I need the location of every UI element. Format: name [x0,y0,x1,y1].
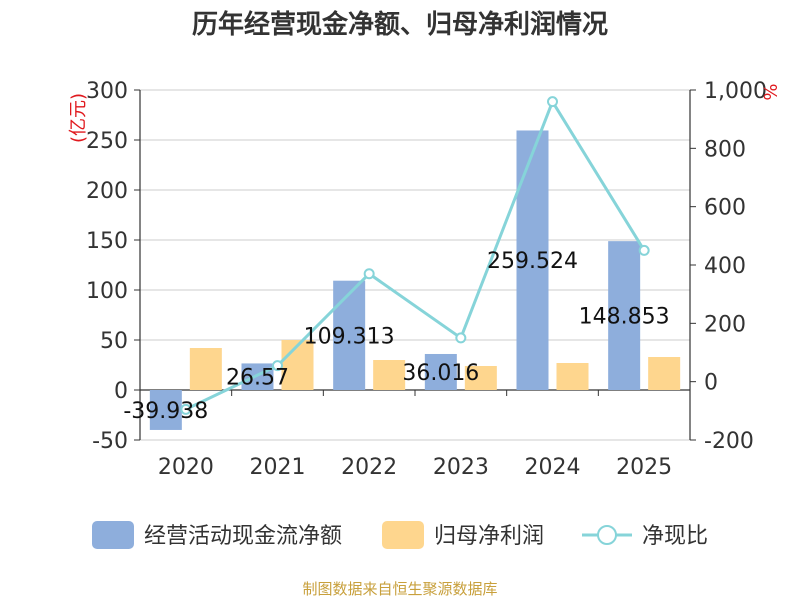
left-tick-label: 50 [100,329,128,354]
left-tick-label: -50 [92,429,128,454]
cash-flow-bar [424,353,457,390]
right-tick-label: 200 [704,312,746,337]
chart-title: 历年经营现金净额、归母净利润情况 [192,9,608,40]
axes: 300250200150100500-501,0008006004002000-… [86,79,767,480]
cash-flow-data-label: 36.016 [402,361,479,386]
cash-flow-bar [333,280,366,390]
left-tick-label: 250 [86,129,128,154]
legend-label-profit: 归母净利润 [434,524,544,549]
cash-flow-bar [516,130,549,390]
legend-marker-ratio [597,525,617,545]
bars [149,130,681,430]
cash-flow-bar [149,390,182,430]
right-tick-label: 0 [704,371,718,396]
cash-flow-data-label: 26.57 [226,366,289,391]
ratio-point [547,96,558,108]
legend-swatch-profit [382,521,424,549]
right-tick-label: 400 [704,254,746,279]
source-note: 制图数据来自恒生聚源数据库 [302,580,497,598]
ratio-line-group [180,96,650,415]
left-tick-label: 150 [86,229,128,254]
left-tick-label: 100 [86,279,128,304]
cash-flow-data-label: 148.853 [579,305,670,330]
ratio-point [272,360,283,372]
data-labels: -39.938 26.57 109.313 36.016 259.524 148.853 [123,249,669,424]
ratio-point [180,403,192,415]
right-axis-unit: % [759,83,780,100]
right-tick-label: 600 [704,196,746,221]
net-profit-bar [556,363,589,390]
x-tick-label: 2024 [525,455,581,480]
legend-swatch-cash [92,521,134,549]
left-axis-unit: (亿元) [68,93,89,143]
legend: 经营活动现金流净额 归母净利润 净现比 [92,521,708,549]
left-tick-label: 300 [86,79,128,104]
cash-flow-data-label: 109.313 [304,324,395,349]
ratio-point [455,332,467,344]
right-tick-label: -200 [704,429,754,454]
cash-flow-data-label: -39.938 [123,399,208,424]
net-profit-bar [373,360,406,390]
legend-label-ratio: 净现比 [642,524,708,549]
right-tick-label: 800 [704,137,746,162]
x-tick-label: 2023 [433,455,489,480]
net-profit-bar [189,348,222,390]
ratio-point [638,244,650,256]
left-tick-label: 0 [114,379,128,404]
right-tick-label: 1,000 [704,79,767,104]
x-tick-label: 2022 [341,455,397,480]
left-tick-label: 200 [86,179,128,204]
x-tick-label: 2020 [158,455,214,480]
net-profit-bar [464,366,497,390]
ratio-point [363,268,375,280]
x-tick-label: 2025 [616,455,672,480]
ratio-line [185,98,646,411]
net-profit-bar [281,340,314,390]
x-tick-label: 2021 [250,455,306,480]
cash-flow-data-label: 259.524 [487,249,578,274]
net-profit-bar [648,357,681,390]
legend-label-cash: 经营活动现金流净额 [144,524,342,549]
cash-flow-bar [608,241,641,390]
gridlines [140,89,690,441]
